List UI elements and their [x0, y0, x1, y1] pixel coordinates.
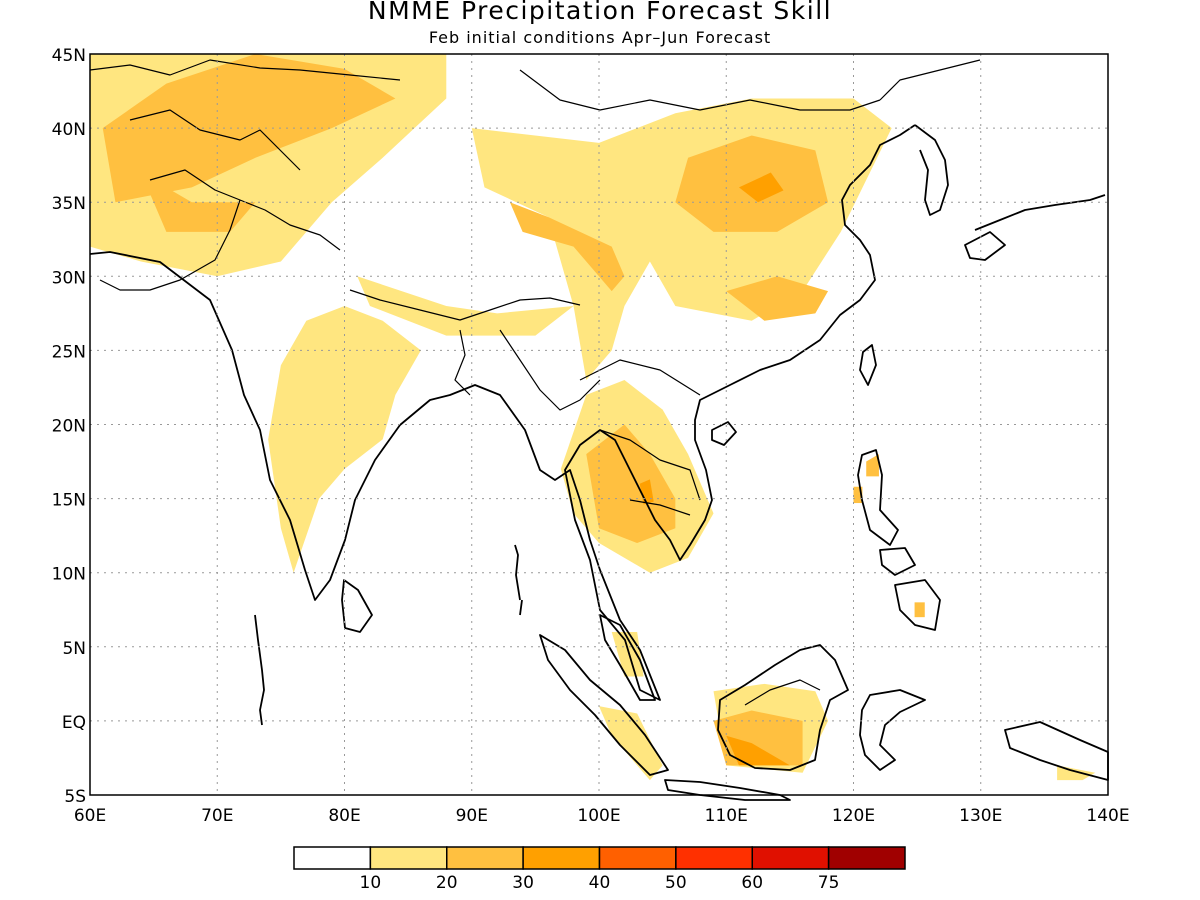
- border-line: [454, 329, 471, 396]
- indochina-skill-high: [586, 424, 676, 544]
- japan-coastline-south: [964, 231, 1006, 261]
- borneo-coastline: [717, 644, 849, 771]
- border-line: [149, 169, 341, 251]
- colorbar: 10 20 30 40 50 60 75: [293, 846, 906, 893]
- andaman-islands: [514, 544, 523, 616]
- lat-tick-label: 30N: [52, 268, 86, 288]
- sumatra-skill: [599, 706, 663, 781]
- lat-tick-label: 40N: [52, 120, 86, 140]
- map-subtitle: Feb initial conditions Apr–Jun Forecast: [428, 28, 772, 47]
- colorbar-label: 40: [589, 873, 611, 893]
- border-line: [499, 329, 601, 411]
- colorbar-swatch: [293, 846, 372, 870]
- lat-tick-label: 5N: [62, 639, 86, 659]
- asia-coastline: [89, 124, 916, 701]
- korea-coastline: [914, 124, 949, 216]
- lat-tick-label: 5S: [64, 787, 86, 807]
- lat-tick-label: 20N: [52, 417, 86, 437]
- border-line: [99, 199, 241, 291]
- tibet-skill-high: [509, 202, 625, 292]
- dotted-gridlines: [90, 54, 1108, 795]
- colorbar-swatch: [446, 846, 524, 870]
- border-line: [129, 109, 301, 171]
- border-line: [744, 679, 821, 706]
- skill-fills: [90, 54, 1096, 781]
- lon-tick-label: 80E: [328, 806, 360, 826]
- sumatra-coastline: [539, 634, 669, 776]
- mindanao-coastline: [894, 579, 941, 631]
- himalaya-skill: [357, 276, 574, 336]
- border-line: [89, 59, 401, 81]
- lon-tick-label: 110E: [705, 806, 748, 826]
- visayas-coastline: [879, 547, 916, 576]
- lat-tick-label: 25N: [52, 342, 86, 362]
- map-frame: [89, 53, 1109, 796]
- lon-tick-label: 90E: [456, 806, 488, 826]
- lon-tick-label: 70E: [201, 806, 233, 826]
- colorbar-label: 75: [818, 873, 840, 893]
- colorbar-label: 30: [512, 873, 534, 893]
- colorbar-swatch: [827, 846, 906, 870]
- sulawesi-coastline: [859, 689, 926, 771]
- colorbar-swatch: [369, 846, 448, 870]
- luzon-coastline: [857, 449, 899, 546]
- malaya-coastline: [599, 614, 656, 701]
- lat-tick-label: 15N: [52, 491, 86, 511]
- java-coastline: [664, 779, 791, 801]
- lon-tick-label: 100E: [577, 806, 620, 826]
- border-line: [599, 429, 701, 501]
- lat-tick-label: EQ: [62, 713, 86, 733]
- afghan-skill-high: [140, 172, 256, 232]
- border-line: [879, 59, 981, 101]
- borneo-skill-peak: [726, 735, 790, 766]
- colorbar-label: 50: [665, 873, 687, 893]
- central-asia-skill-high: [102, 54, 396, 203]
- map-title: NMME Precipitation Forecast Skill: [367, 0, 833, 25]
- mongolia-china-skill: [471, 98, 892, 381]
- maldives-islands: [254, 614, 265, 726]
- lon-tick-label: 140E: [1086, 806, 1129, 826]
- coastlines: [89, 124, 1109, 801]
- hainan-coastline: [711, 421, 737, 446]
- lon-tick-label: 60E: [74, 806, 106, 826]
- yangtze-skill-high: [726, 276, 829, 321]
- china-skill-peak: [738, 172, 784, 203]
- colorbar-swatch: [522, 846, 601, 870]
- lon-tick-label: 120E: [832, 806, 875, 826]
- country-borders: [89, 59, 981, 706]
- colorbar-label: 20: [436, 873, 458, 893]
- colorbar-swatch: [675, 846, 753, 870]
- japan-coastline: [974, 194, 1106, 231]
- taiwan-coastline: [859, 344, 877, 386]
- axis-ticks: 60E 70E 80E 90E 100E 110E 120E 130E 140E 45N 40N 35…: [52, 46, 1130, 826]
- border-line: [349, 289, 581, 321]
- colorbar-label: 10: [360, 873, 382, 893]
- lat-tick-label: 45N: [52, 46, 86, 66]
- colorbar-swatch: [598, 846, 677, 870]
- colorbar-swatch: [751, 846, 830, 870]
- srilanka-coastline: [341, 579, 373, 633]
- lat-tick-label: 10N: [52, 565, 86, 585]
- border-line: [519, 69, 881, 111]
- mindanao-skill: [914, 602, 925, 618]
- philippines-skill: [866, 454, 879, 477]
- lon-tick-label: 130E: [959, 806, 1002, 826]
- lat-tick-label: 35N: [52, 194, 86, 214]
- border-line: [629, 499, 691, 516]
- colorbar-label: 60: [741, 873, 763, 893]
- newguinea-coastline: [1004, 721, 1109, 781]
- border-line: [579, 359, 701, 396]
